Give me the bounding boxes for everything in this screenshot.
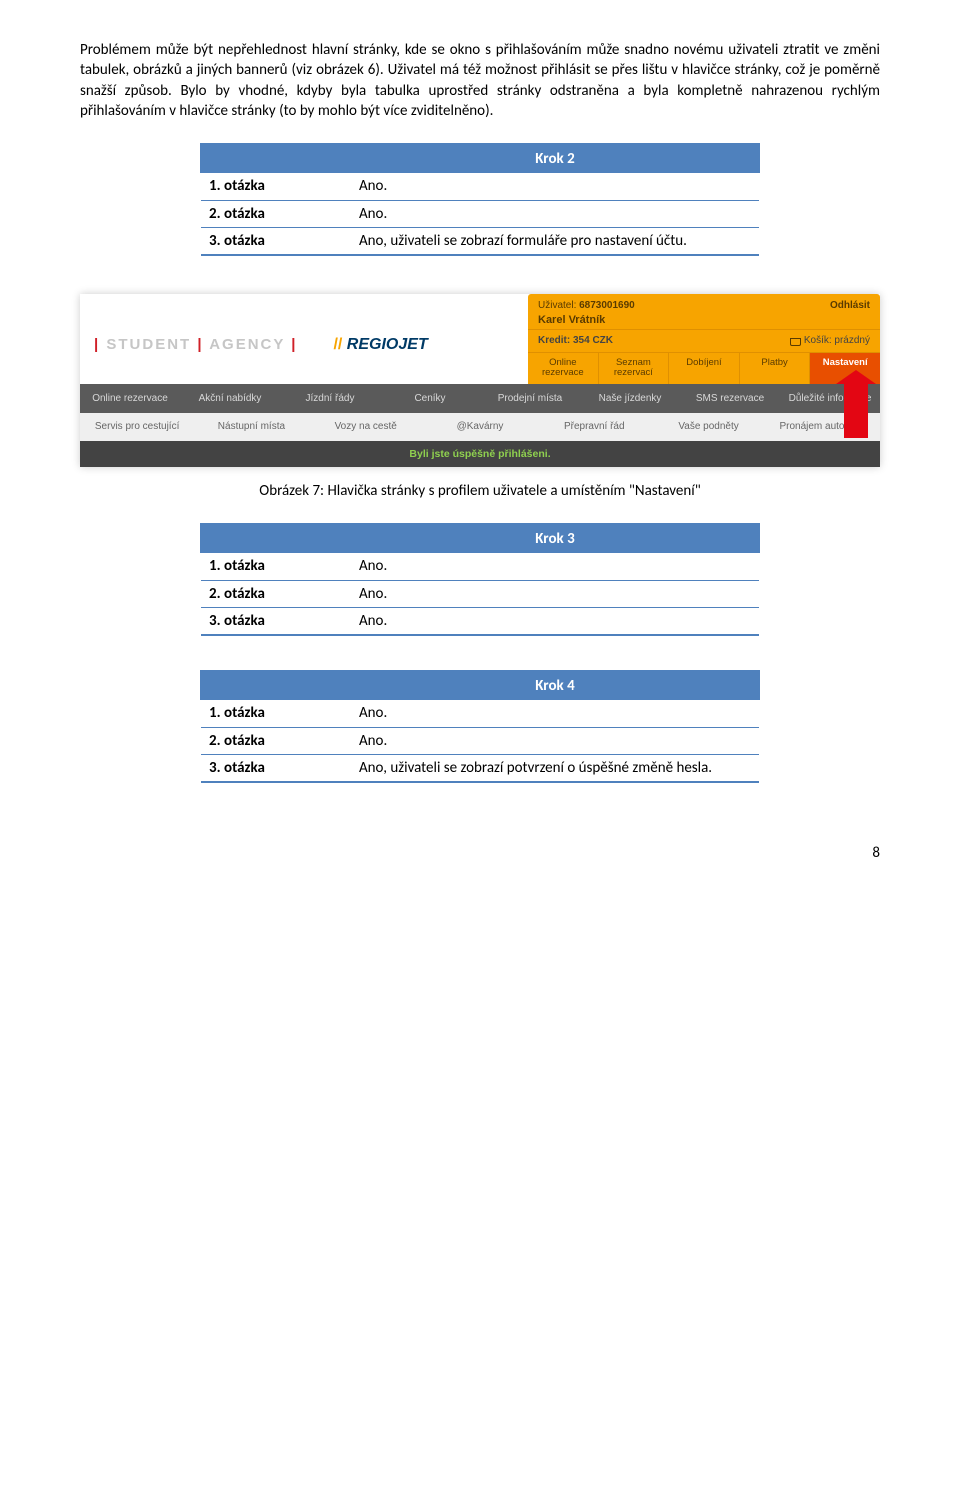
nav2-item[interactable]: Přepravní řád bbox=[537, 413, 651, 441]
table-row: 2. otázka bbox=[201, 200, 351, 227]
nav1-item[interactable]: Ceníky bbox=[380, 384, 480, 414]
table-row: Ano, uživateli se zobrazí formuláře pro … bbox=[351, 227, 759, 255]
tab-online-rezervace[interactable]: Onlinerezervace bbox=[528, 353, 599, 384]
table-row: Ano. bbox=[351, 607, 759, 635]
table-row: Ano. bbox=[351, 553, 759, 580]
nav2-item[interactable]: Vaše podněty bbox=[651, 413, 765, 441]
table-row: 3. otázka bbox=[201, 754, 351, 782]
highlight-arrow-icon bbox=[844, 382, 868, 438]
table-row: Ano. bbox=[351, 580, 759, 607]
table-row: 2. otázka bbox=[201, 727, 351, 754]
credit-label: Kredit: 354 CZK bbox=[538, 334, 613, 348]
table-row: 1. otázka bbox=[201, 700, 351, 727]
table-row: Ano. bbox=[351, 727, 759, 754]
table-row: Ano. bbox=[351, 173, 759, 200]
tab-seznam-rezervaci[interactable]: Seznamrezervací bbox=[599, 353, 670, 384]
figure-caption: Obrázek 7: Hlavička stránky s profilem u… bbox=[80, 481, 880, 501]
intro-paragraph: Problémem může být nepřehlednost hlavní … bbox=[80, 40, 880, 121]
nav1-item[interactable]: Důležité informace bbox=[780, 384, 880, 414]
nav1-item[interactable]: Prodejní místa bbox=[480, 384, 580, 414]
cart-label[interactable]: Košík: prázdný bbox=[790, 334, 870, 348]
krok3-title: Krok 3 bbox=[351, 524, 759, 553]
flash-message: Byli jste úspěšně přihlášeni. bbox=[80, 441, 880, 467]
page-number: 8 bbox=[80, 843, 880, 863]
table-row: 3. otázka bbox=[201, 607, 351, 635]
cart-icon bbox=[790, 336, 801, 345]
table-row: 1. otázka bbox=[201, 173, 351, 200]
nav1-item[interactable]: Naše jízdenky bbox=[580, 384, 680, 414]
krok2-title: Krok 2 bbox=[351, 144, 759, 173]
nav1-item[interactable]: Jízdní řády bbox=[280, 384, 380, 414]
table-row: 2. otázka bbox=[201, 580, 351, 607]
krok3-table: Krok 3 1. otázkaAno. 2. otázkaAno. 3. ot… bbox=[200, 523, 760, 636]
screenshot-figure: | STUDENT | AGENCY | // REGIOJET Uživate… bbox=[80, 294, 880, 467]
nav2-item[interactable]: Vozy na cestě bbox=[309, 413, 423, 441]
user-panel: Uživatel: 6873001690Karel Vrátník Odhlás… bbox=[528, 294, 880, 384]
nav2-item[interactable]: @Kavárny bbox=[423, 413, 537, 441]
logout-link[interactable]: Odhlásit bbox=[830, 299, 870, 327]
account-tabs: Onlinerezervace Seznamrezervací Dobíjení… bbox=[528, 353, 880, 384]
nav1-item[interactable]: SMS rezervace bbox=[680, 384, 780, 414]
primary-nav: Online rezervace Akční nabídky Jízdní řá… bbox=[80, 384, 880, 414]
nav1-item[interactable]: Akční nabídky bbox=[180, 384, 280, 414]
table-row: 3. otázka bbox=[201, 227, 351, 255]
nav2-item[interactable]: Nástupní místa bbox=[194, 413, 308, 441]
krok4-table: Krok 4 1. otázkaAno. 2. otázkaAno. 3. ot… bbox=[200, 670, 760, 783]
user-label: Uživatel: 6873001690Karel Vrátník bbox=[538, 299, 635, 327]
regiojet-logo: // REGIOJET bbox=[333, 334, 427, 356]
tab-dobijeni[interactable]: Dobíjení bbox=[669, 353, 740, 384]
krok4-title: Krok 4 bbox=[351, 671, 759, 700]
table-row: Ano, uživateli se zobrazí potvrzení o ús… bbox=[351, 754, 759, 782]
nav2-item[interactable]: Servis pro cestující bbox=[80, 413, 194, 441]
table-row: Ano. bbox=[351, 700, 759, 727]
nav1-item[interactable]: Online rezervace bbox=[80, 384, 180, 414]
tab-platby[interactable]: Platby bbox=[740, 353, 811, 384]
table-row: Ano. bbox=[351, 200, 759, 227]
table-row: 1. otázka bbox=[201, 553, 351, 580]
student-agency-logo: | STUDENT | AGENCY | bbox=[94, 335, 297, 355]
secondary-nav: Servis pro cestující Nástupní místa Vozy… bbox=[80, 413, 880, 441]
krok2-table: Krok 2 1. otázkaAno. 2. otázkaAno. 3. ot… bbox=[200, 143, 760, 256]
